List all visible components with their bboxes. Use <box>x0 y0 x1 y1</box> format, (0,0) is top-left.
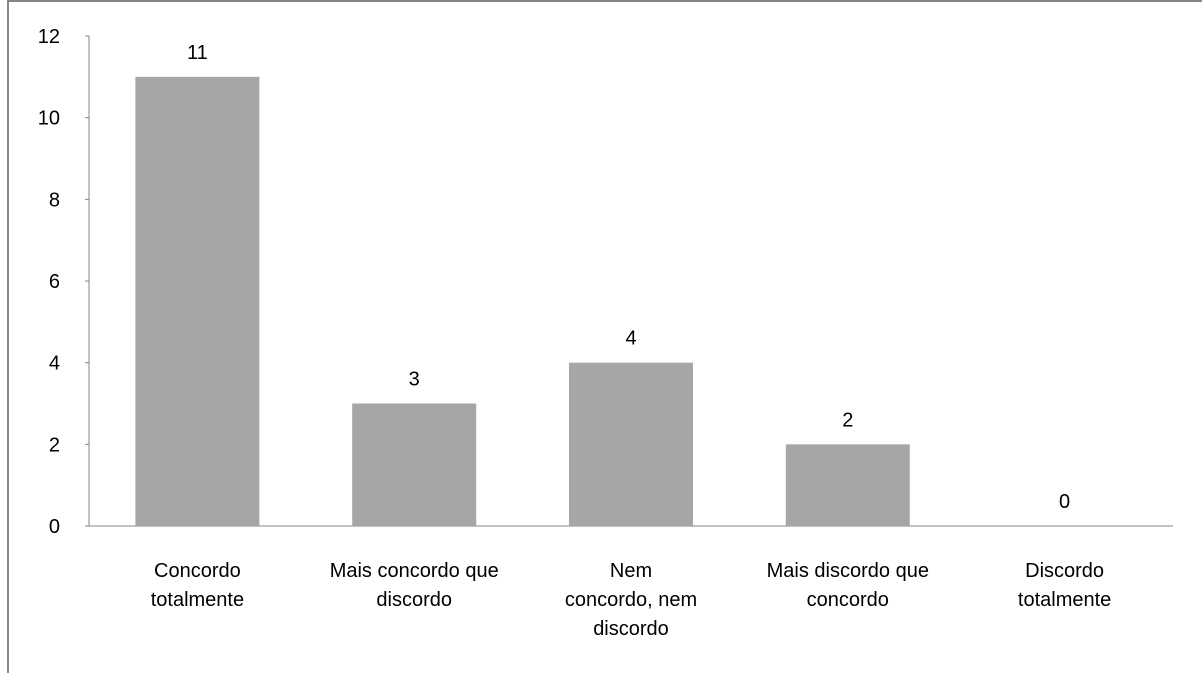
category-label-line: discordo <box>593 618 669 640</box>
category-label-2: Nem concordo, nem discordo <box>565 560 697 640</box>
y-tick-label: 10 <box>38 108 60 130</box>
category-label-1: Mais concordo que discordo <box>330 560 499 611</box>
data-label-0: 11 <box>187 42 208 64</box>
y-tick-label: 4 <box>49 353 60 375</box>
category-label-3: Mais discordo que concordo <box>767 560 929 611</box>
bar-3 <box>785 444 910 526</box>
data-label-1: 3 <box>409 369 420 391</box>
category-label-0: Concordo totalmente <box>151 560 244 611</box>
data-label-4: 0 <box>1059 491 1070 513</box>
y-tick-label: 8 <box>49 189 60 211</box>
category-label-line: Mais discordo que <box>767 560 929 582</box>
category-label-line: Concordo <box>154 560 241 582</box>
data-label-3: 2 <box>842 409 853 431</box>
y-tick-label: 12 <box>38 26 60 48</box>
bar-1 <box>352 403 477 526</box>
category-label-line: concordo, nem <box>565 589 697 611</box>
bar-0 <box>135 76 260 526</box>
category-label-line: totalmente <box>151 589 244 611</box>
bar-2 <box>569 362 693 526</box>
data-label-2: 4 <box>625 328 636 350</box>
category-label-line: Discordo <box>1025 560 1104 582</box>
category-label-line: totalmente <box>1018 589 1111 611</box>
y-tick-label: 2 <box>49 434 60 456</box>
category-label-line: Mais concordo que <box>330 560 499 582</box>
category-label-line: discordo <box>376 589 452 611</box>
chart-frame <box>7 0 1202 673</box>
category-label-line: concordo <box>807 589 889 611</box>
y-tick-label: 0 <box>49 516 60 538</box>
category-label-line: Nem <box>610 560 652 582</box>
y-tick-label: 6 <box>49 271 60 293</box>
category-label-4: Discordo totalmente <box>1018 560 1111 611</box>
